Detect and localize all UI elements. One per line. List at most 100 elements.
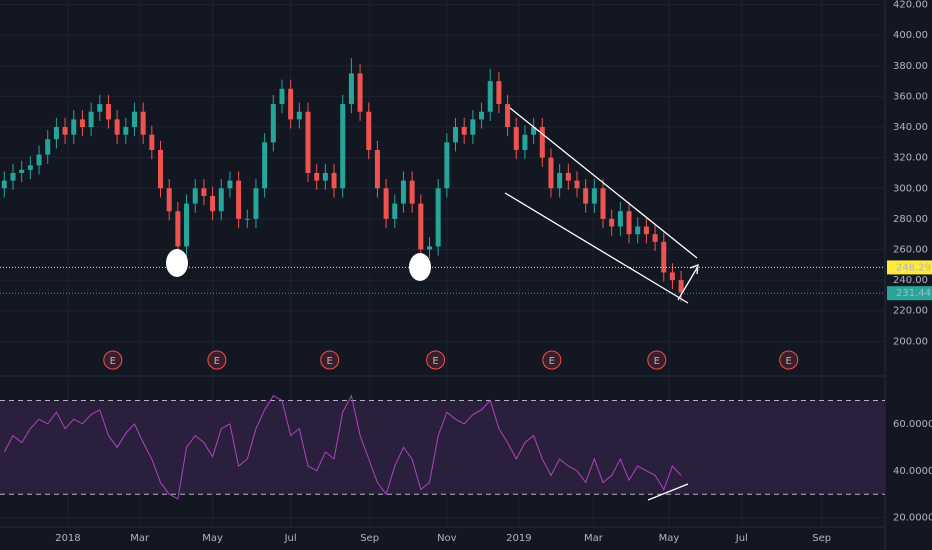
y-tick-label: 280.00: [893, 214, 928, 225]
candle-body: [79, 119, 85, 128]
candle-body: [366, 111, 372, 150]
candle-body: [600, 188, 606, 219]
x-tick-label: 2019: [506, 533, 531, 544]
candle-body: [374, 150, 380, 189]
candle-body: [591, 188, 597, 204]
channel-lower: [504, 192, 689, 304]
arrow-up: [677, 267, 698, 301]
candle-body: [288, 88, 294, 120]
y-tick-label: 360.00: [893, 91, 928, 102]
x-tick-label: May: [202, 533, 223, 544]
candle-body: [557, 172, 563, 189]
rsi-line: [3, 394, 682, 500]
earnings-label: E: [654, 356, 660, 367]
earnings-label: E: [327, 356, 333, 367]
earnings-marker: [426, 350, 446, 370]
x-tick-label: Sep: [812, 533, 831, 544]
candle-body: [175, 211, 181, 247]
earnings-marker: [542, 350, 562, 370]
annotations: [504, 107, 699, 501]
candle-body: [114, 119, 120, 135]
earnings-marker: [779, 350, 799, 370]
candle-body: [409, 180, 415, 204]
candle-body: [643, 226, 649, 235]
earnings-label: E: [214, 356, 220, 367]
candle-body: [36, 154, 42, 166]
candle-body: [357, 73, 363, 112]
candle-body: [244, 218, 250, 220]
x-tick-label: Jul: [735, 533, 748, 544]
candle-body: [548, 157, 554, 189]
candle-body: [669, 272, 675, 281]
x-tick-label: Nov: [437, 533, 457, 544]
candle-body: [140, 111, 146, 135]
candle-body: [10, 172, 16, 181]
candle-body: [279, 88, 285, 105]
y-tick-label: 320.00: [893, 153, 928, 164]
highlight-dot: [166, 249, 188, 277]
candle-body: [513, 127, 519, 150]
candle-body: [19, 169, 25, 173]
candle-body: [444, 142, 450, 189]
y-tick-label: 420.00: [893, 0, 928, 11]
candle-body: [227, 180, 233, 189]
candle-body: [392, 203, 398, 219]
highlight-dot: [409, 253, 431, 281]
candle-body: [262, 142, 268, 189]
candle-body: [53, 127, 59, 140]
y-tick-label: 340.00: [893, 122, 928, 133]
x-tick-label: Jul: [284, 533, 297, 544]
candle-body: [496, 81, 502, 105]
channel-upper: [509, 107, 698, 259]
candle-body: [453, 127, 459, 143]
candle-body: [105, 104, 111, 120]
candle-body: [626, 211, 632, 235]
earnings-marker: [207, 350, 227, 370]
candle-body: [470, 119, 476, 135]
candle-body: [218, 188, 224, 212]
earnings-label: E: [786, 356, 792, 367]
candle-body: [149, 134, 155, 150]
candle-body: [678, 280, 684, 293]
y-tick-label: 380.00: [893, 61, 928, 72]
y-tick-label: 20.0000: [893, 513, 932, 524]
candle-body: [348, 73, 354, 105]
candle-body: [609, 218, 615, 227]
y-tick-label: 300.00: [893, 183, 928, 194]
x-tick-label: May: [659, 533, 680, 544]
candle-body: [400, 180, 406, 204]
price-label: 248.29: [896, 262, 931, 273]
rsi-divergence-line: [647, 483, 689, 501]
candle-body: [45, 139, 51, 155]
y-tick-label: 240.00: [893, 275, 928, 286]
earnings-label: E: [549, 356, 555, 367]
earnings-marker: [320, 350, 340, 370]
x-tick-label: 2018: [55, 533, 80, 544]
y-tick-label: 220.00: [893, 306, 928, 317]
candle-body: [158, 150, 164, 189]
candle-body: [426, 246, 432, 250]
y-tick-label: 40.0000: [893, 466, 932, 477]
candle-body: [305, 111, 311, 173]
candle-body: [531, 127, 537, 135]
candle-body: [314, 172, 320, 181]
candle-body: [296, 111, 302, 120]
rsi-band: [0, 400, 885, 495]
y-tick-label: 60.0000: [893, 419, 932, 430]
candle-body: [479, 111, 485, 120]
candle-body: [661, 241, 667, 273]
x-tick-label: Mar: [130, 533, 150, 544]
candle-body: [192, 188, 198, 204]
x-tick-label: Mar: [584, 533, 604, 544]
candle-body: [383, 188, 389, 219]
candle-body: [565, 172, 571, 181]
candle-body: [487, 81, 493, 112]
candle-body: [166, 188, 172, 212]
candle-body: [583, 188, 589, 204]
candle-body: [131, 111, 137, 128]
price-label-box: [887, 260, 932, 275]
earnings-marker: [647, 350, 667, 370]
earnings-label: E: [432, 356, 438, 367]
candle-body: [270, 104, 276, 143]
candle-body: [635, 226, 641, 235]
